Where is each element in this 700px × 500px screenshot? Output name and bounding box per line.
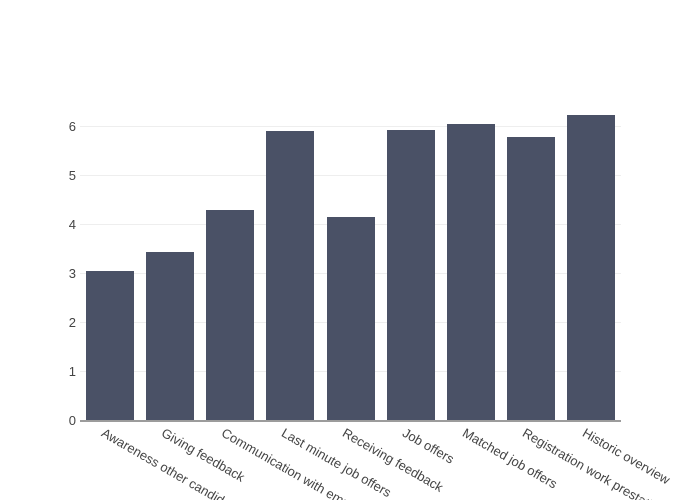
y-tick-label: 4: [68, 216, 76, 232]
bar[interactable]: [446, 123, 495, 421]
bar[interactable]: [146, 252, 195, 421]
y-gridline: [80, 125, 621, 127]
x-tick-label: Job offers: [399, 424, 457, 467]
x-tick-label: Last minute job offers: [279, 424, 395, 500]
y-tick-label: 5: [68, 167, 76, 183]
y-tick-label: 1: [68, 363, 76, 379]
y-tick-label: 2: [68, 314, 76, 330]
bar[interactable]: [386, 130, 435, 421]
y-tick-label: 6: [68, 118, 76, 134]
bar[interactable]: [566, 115, 615, 421]
bar[interactable]: [86, 270, 135, 421]
bar[interactable]: [206, 210, 255, 421]
y-gridline: [80, 174, 621, 176]
bar[interactable]: [266, 130, 315, 421]
y-tick-label: 0: [68, 413, 76, 428]
bar[interactable]: [506, 137, 555, 421]
y-tick-label: 3: [68, 265, 76, 281]
x-axis-line: [80, 419, 621, 422]
x-tick-label: Receiving feedback: [339, 424, 446, 495]
bar[interactable]: [326, 217, 375, 421]
